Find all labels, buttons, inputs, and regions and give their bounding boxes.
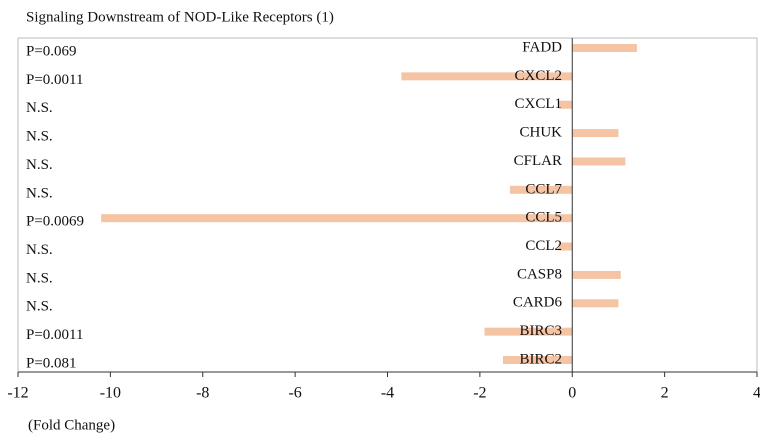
x-tick-label: -12 <box>7 385 28 402</box>
p-value-label: P=0.0011 <box>26 327 84 343</box>
category-label: CCL7 <box>525 181 562 197</box>
category-label: CCL5 <box>525 210 562 226</box>
category-label: CHUK <box>519 125 562 141</box>
x-tick-label: -4 <box>381 385 394 402</box>
x-axis-label: (Fold Change) <box>28 417 115 433</box>
category-label: CARD6 <box>513 295 563 311</box>
bar <box>509 185 573 194</box>
p-value-label: N.S. <box>26 270 53 286</box>
category-label: BIRC3 <box>519 323 562 339</box>
bar <box>558 242 573 251</box>
category-label: CCL2 <box>525 238 562 254</box>
chart-title: Signaling Downstream of NOD-Like Recepto… <box>26 9 334 25</box>
category-label: CFLAR <box>514 153 562 169</box>
x-tick-label: -8 <box>196 385 209 402</box>
bar <box>502 356 573 364</box>
p-value-label: P=0.069 <box>26 43 77 59</box>
p-value-label: P=0.0069 <box>26 214 84 230</box>
category-label: FADD <box>522 39 562 55</box>
bar <box>572 270 621 279</box>
bar <box>558 100 573 109</box>
category-label: BIRC2 <box>519 351 562 367</box>
p-value-label: N.S. <box>26 299 53 315</box>
x-tick-label: 2 <box>661 385 669 402</box>
plot-frame <box>17 37 758 373</box>
bar <box>401 72 573 81</box>
category-label: CXCL1 <box>514 96 562 112</box>
x-tick-label: 4 <box>753 385 760 402</box>
p-value-label: P=0.0011 <box>26 72 84 88</box>
x-tick-label: -6 <box>288 385 301 402</box>
x-tick-label: -2 <box>473 385 486 402</box>
x-tick-label: 0 <box>568 385 576 402</box>
category-label: CASP8 <box>517 266 562 282</box>
p-value-label: N.S. <box>26 242 53 258</box>
p-value-label: N.S. <box>26 100 53 116</box>
bar <box>572 299 619 308</box>
bar <box>572 44 637 52</box>
p-value-label: N.S. <box>26 157 53 173</box>
p-value-label: N.S. <box>26 185 53 201</box>
bar <box>101 214 573 223</box>
bar <box>572 157 626 166</box>
p-value-label: P=0.081 <box>26 355 77 371</box>
category-label: CXCL2 <box>514 68 562 84</box>
x-tick-label: -10 <box>100 385 121 402</box>
bar <box>572 129 619 138</box>
bar <box>484 327 573 336</box>
p-value-label: N.S. <box>26 129 53 145</box>
